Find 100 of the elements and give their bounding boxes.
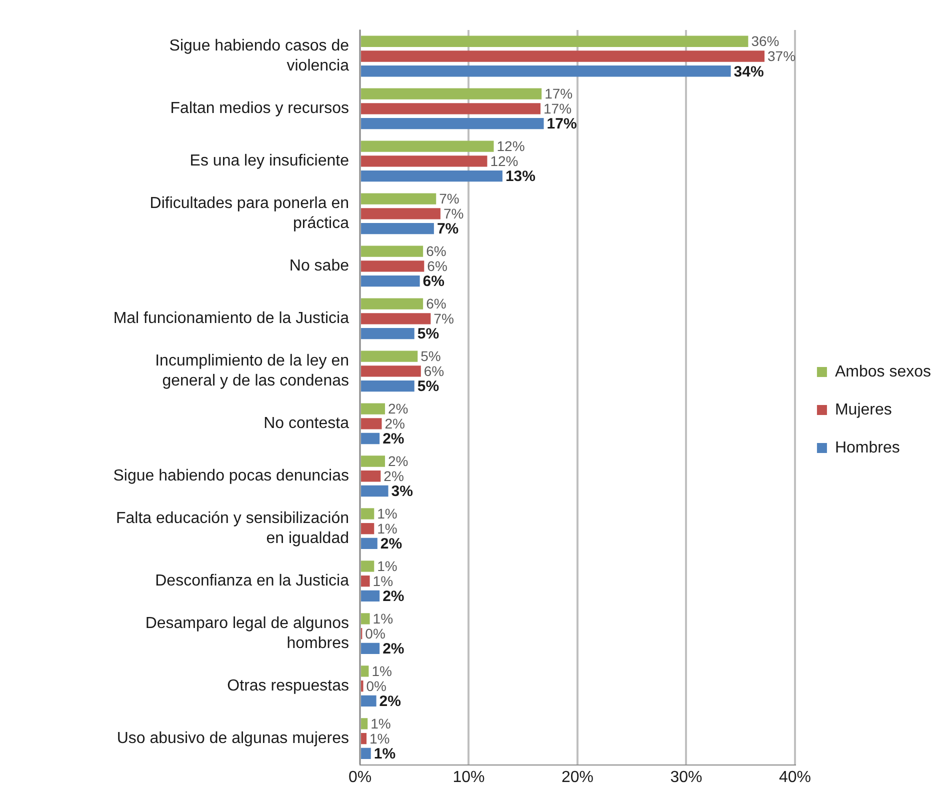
bar: [361, 380, 414, 392]
data-label: 17%: [544, 100, 572, 117]
bar: [361, 560, 374, 572]
data-label: 1%: [370, 730, 390, 746]
bar: [361, 88, 542, 100]
data-label: 7%: [436, 220, 459, 238]
bar: [361, 313, 431, 324]
bar: [361, 350, 418, 362]
bar: [361, 732, 367, 744]
x-tick-label: 10%: [452, 768, 485, 786]
data-label: 1%: [372, 610, 394, 627]
data-label: 2%: [382, 430, 404, 448]
legend-label: Ambos sexos: [834, 363, 932, 380]
y-tick-label: Dificultades para ponerla en práctica: [150, 195, 350, 232]
data-label: 2%: [380, 536, 402, 553]
data-label: 17%: [544, 86, 573, 102]
data-label: 6%: [427, 258, 448, 274]
data-label: 0%: [365, 625, 386, 642]
y-tick-label: Sigue habiendo casos de violencia: [169, 38, 350, 75]
bar: [361, 470, 381, 482]
bar: [361, 275, 420, 287]
bar: [361, 523, 374, 534]
data-label: 2%: [384, 468, 404, 484]
data-label: 1%: [377, 520, 398, 536]
data-label: 5%: [417, 378, 440, 396]
bar: [361, 328, 414, 340]
data-label: 6%: [426, 296, 446, 312]
bar: [361, 576, 370, 587]
bar: [361, 432, 380, 444]
data-label: 36%: [751, 33, 780, 50]
data-label: 2%: [384, 416, 405, 432]
data-label: 6%: [424, 363, 444, 380]
bar: [361, 50, 765, 62]
bar: [361, 508, 374, 520]
data-label: 7%: [434, 310, 454, 327]
data-label: 0%: [366, 678, 386, 694]
bar: [361, 260, 424, 272]
data-label: 6%: [422, 273, 444, 290]
data-label: 6%: [426, 243, 446, 260]
data-label: 34%: [734, 63, 764, 80]
bar: [361, 66, 731, 77]
legend-label: Hombres: [834, 439, 900, 456]
bar: [361, 718, 368, 730]
x-tick-label: 40%: [778, 768, 811, 786]
y-tick-label: Mal funcionamiento de la Justicia: [113, 310, 350, 328]
data-label: 2%: [382, 588, 404, 606]
bar: [361, 366, 421, 377]
y-tick-label: Desamparo legal de algunos hombres: [145, 614, 349, 652]
bar: [361, 456, 386, 467]
data-label: 2%: [382, 640, 404, 658]
data-label: 13%: [505, 168, 536, 186]
data-label: 1%: [370, 716, 391, 732]
bar: [361, 613, 370, 624]
data-label: 12%: [496, 138, 525, 154]
data-label: 12%: [490, 153, 518, 170]
bar: [361, 642, 380, 654]
bar: [361, 170, 502, 182]
x-tick-label: 30%: [670, 768, 702, 786]
bar: [361, 193, 436, 204]
y-tick-label: Falta educación y sensibilización en igualdad: [116, 510, 349, 548]
y-tick-label: Uso abusivo de algunas mujeres: [116, 730, 349, 747]
bar: [361, 403, 386, 414]
data-label: 1%: [372, 663, 392, 680]
bar: [361, 156, 488, 167]
y-tick-label: Desconfianza en la Justicia: [155, 572, 350, 590]
data-label: 7%: [443, 206, 464, 222]
data-label: 7%: [439, 190, 460, 207]
data-label: 37%: [768, 48, 796, 64]
data-label: 2%: [388, 453, 408, 470]
data-label: 1%: [374, 746, 396, 763]
y-tick-label: Faltan medios y recursos: [170, 100, 349, 118]
bar: [361, 118, 544, 130]
bar: [361, 590, 380, 602]
y-tick-label: Incumplimiento de la ley en general y de las condenas: [155, 352, 349, 390]
y-tick-label: Es una ley insuficiente: [190, 152, 350, 170]
bar: [361, 695, 376, 707]
bar: [361, 222, 434, 234]
data-label: 3%: [391, 483, 413, 500]
data-label: 2%: [379, 693, 401, 710]
bar: [361, 485, 388, 497]
data-label: 5%: [417, 326, 440, 343]
data-label: 2%: [388, 400, 408, 417]
bar: [361, 36, 748, 47]
y-tick-label: No sabe: [289, 258, 350, 275]
data-label: 5%: [420, 348, 441, 364]
bar: [361, 418, 382, 430]
bar: [361, 246, 424, 257]
bar: [361, 140, 494, 152]
bar: [361, 666, 369, 677]
y-tick-label: Otras respuestas: [227, 677, 349, 694]
data-label: 17%: [546, 116, 577, 133]
legend-label: Mujeres: [834, 401, 892, 418]
x-tick-label: 20%: [561, 768, 594, 786]
y-tick-label: Sigue habiendo pocas denuncias: [113, 468, 349, 485]
data-label: 1%: [372, 572, 394, 589]
bar: [361, 208, 440, 220]
y-tick-label: No contesta: [264, 415, 350, 432]
bar: [361, 298, 424, 310]
data-label: 1%: [377, 506, 398, 522]
x-tick-label: 0%: [348, 768, 372, 786]
